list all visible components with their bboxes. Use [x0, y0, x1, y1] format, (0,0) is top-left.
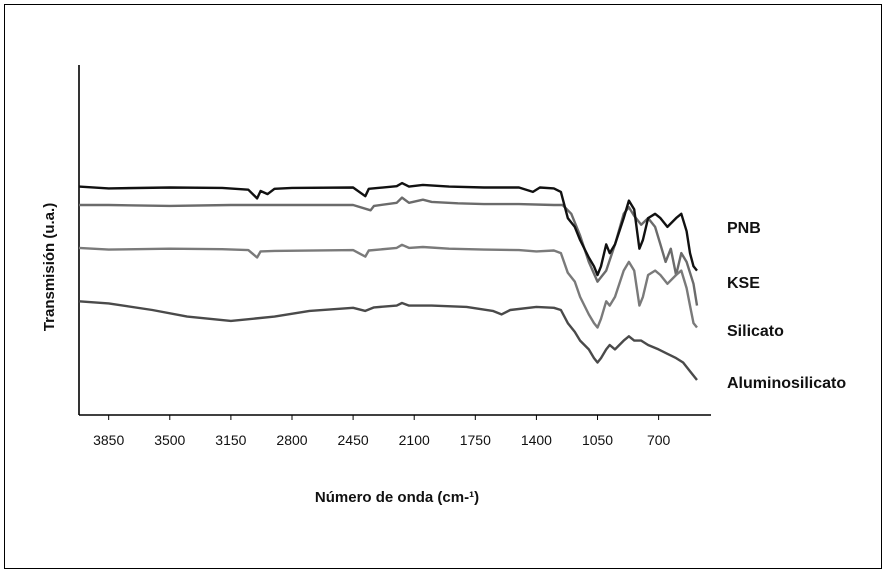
x-tick-label: 3500: [154, 432, 185, 448]
series-label-pnb: PNB: [727, 220, 761, 237]
axes: [78, 65, 711, 416]
x-tick-label: 2800: [276, 432, 307, 448]
x-tick-label: 1400: [521, 432, 552, 448]
series-label-silicato: Silicato: [727, 323, 784, 340]
x-tick-label: 3150: [215, 432, 246, 448]
y-axis-title: Transmisión (u.a.): [41, 203, 58, 331]
series-group: [78, 181, 699, 381]
x-tick-label: 2100: [399, 432, 430, 448]
series-line-kse: [78, 181, 698, 277]
series-labels: PNB KSE Silicato Aluminosilicato: [727, 220, 846, 392]
series-line-silicato: [78, 243, 698, 329]
series-line-pnb: [79, 196, 699, 306]
chart-frame: 3850 3500 3150 2800 2450 2100 1750 1400 1050 700 …: [4, 4, 882, 569]
x-tick-label: 1750: [460, 432, 491, 448]
ir-spectra-chart: 3850 3500 3150 2800 2450 2100 1750 1400 1050 700 …: [41, 65, 846, 506]
x-tick-label: 700: [647, 432, 671, 448]
series-label-kse: KSE: [727, 275, 760, 292]
x-axis-title: Número de onda (cm-¹): [315, 489, 479, 506]
x-tick-label: 2450: [338, 432, 369, 448]
x-tick-label: 1050: [582, 432, 613, 448]
series-line-aluminosilicato: [78, 300, 698, 381]
x-ticks: 3850 3500 3150 2800 2450 2100 1750 1400 1050 700: [93, 415, 671, 448]
x-tick-label: 3850: [93, 432, 124, 448]
series-label-aluminosilicato: Aluminosilicato: [727, 375, 846, 392]
